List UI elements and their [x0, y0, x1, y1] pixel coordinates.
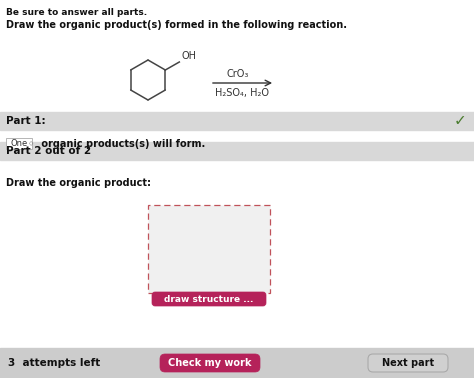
- Text: organic products(s) will form.: organic products(s) will form.: [38, 139, 205, 149]
- Text: Draw the organic product(s) formed in the following reaction.: Draw the organic product(s) formed in th…: [6, 20, 347, 30]
- Bar: [6, 138, 32, 149]
- Bar: [0, 142, 474, 160]
- Bar: [148, 205, 270, 293]
- Text: Check my work: Check my work: [168, 358, 252, 368]
- Text: H₂SO₄, H₂O: H₂SO₄, H₂O: [216, 88, 270, 98]
- Text: Part 2 out of 2: Part 2 out of 2: [6, 146, 91, 156]
- Text: One: One: [10, 139, 27, 149]
- Text: 3  attempts left: 3 attempts left: [8, 358, 100, 368]
- Text: Part 1:: Part 1:: [6, 116, 46, 126]
- Bar: [0, 112, 474, 130]
- Text: ✓: ✓: [453, 113, 466, 129]
- Text: CrO₃: CrO₃: [226, 69, 249, 79]
- FancyBboxPatch shape: [368, 354, 448, 372]
- Text: Be sure to answer all parts.: Be sure to answer all parts.: [6, 8, 147, 17]
- FancyBboxPatch shape: [160, 354, 260, 372]
- Bar: [0, 348, 474, 378]
- Text: OH: OH: [182, 51, 196, 61]
- Text: ◇: ◇: [29, 141, 33, 147]
- FancyBboxPatch shape: [152, 292, 266, 306]
- Text: draw structure ...: draw structure ...: [164, 294, 254, 304]
- Text: Next part: Next part: [382, 358, 434, 368]
- Text: Draw the organic product:: Draw the organic product:: [6, 178, 151, 188]
